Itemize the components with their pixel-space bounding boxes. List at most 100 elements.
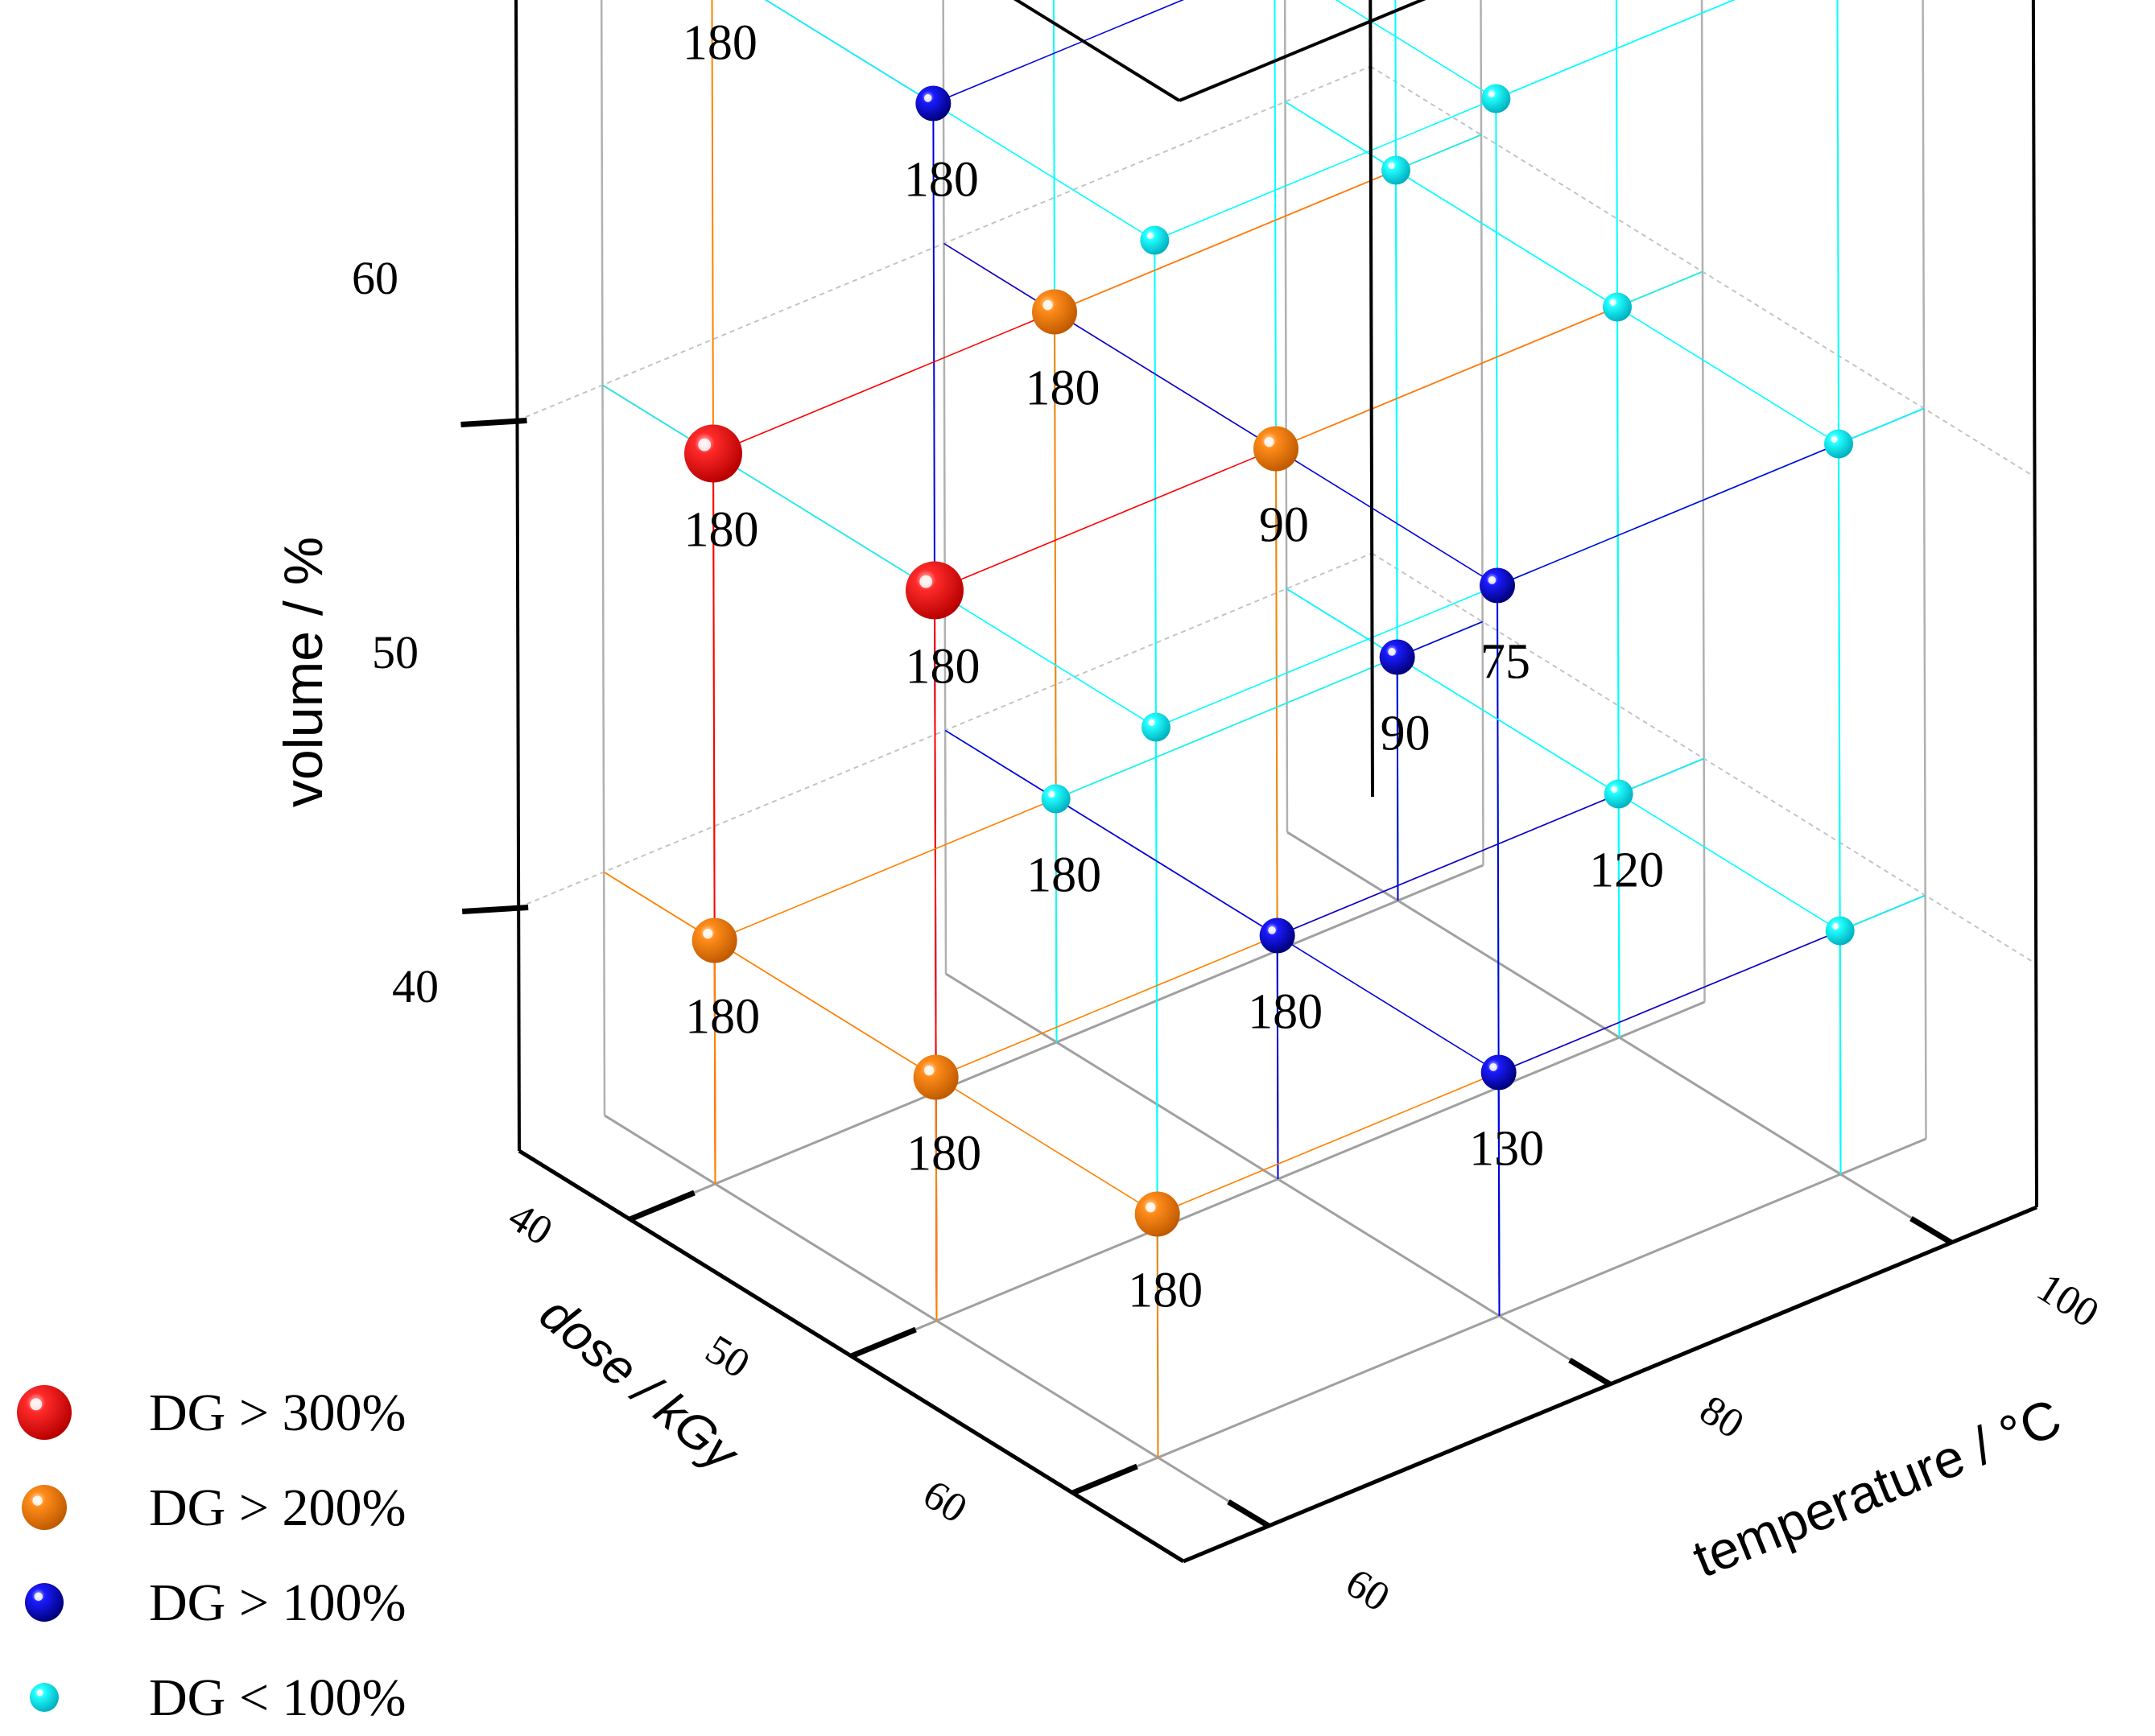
data-point-highlight — [923, 94, 932, 102]
data-point-gt200 — [1253, 426, 1298, 472]
data-point-highlight — [703, 928, 713, 939]
data-point-gt100 — [1379, 639, 1415, 675]
frame-edge-right-vertical — [2031, 0, 2038, 1208]
data-point-gt200 — [913, 1054, 959, 1100]
dose-tick-50: 50 — [698, 1326, 758, 1388]
temperature-tick-80: 80 — [1692, 1387, 1752, 1448]
drop-line-18 — [713, 940, 716, 1185]
data-point-lt100 — [1381, 155, 1410, 185]
point-label-19: 180 — [1026, 848, 1101, 903]
wall-grid-dose-40 — [1480, 0, 1484, 866]
point-label-25: 130 — [1469, 1122, 1544, 1177]
connector-temp-14 — [1616, 270, 1703, 308]
legend-marker-gt300 — [17, 1385, 72, 1440]
data-point-gt100 — [1259, 917, 1295, 954]
legend-label-gt200: DG > 200% — [149, 1478, 407, 1537]
point-label-9: 180 — [684, 503, 759, 558]
connector-temp-17 — [1838, 407, 1925, 445]
wall-grid-temp-100 — [1283, 0, 1289, 833]
temperature-tick-mark-100 — [1909, 1215, 1953, 1246]
data-point-lt100 — [1604, 779, 1633, 809]
connector-lines — [602, 0, 1926, 1215]
drop-line-23 — [1617, 794, 1620, 1038]
dose-tick-60: 60 — [915, 1471, 975, 1532]
data-point-lt100 — [1603, 292, 1632, 322]
connector-dose-25 — [944, 729, 1500, 1074]
point-label-0: 180 — [683, 16, 758, 71]
connector-dose-17 — [1285, 101, 1839, 445]
temperature-tick-mark-60 — [1227, 1499, 1270, 1529]
legend-marker-gt100 — [25, 1583, 64, 1622]
legend-marker-highlight — [32, 1495, 43, 1506]
data-point-gt300 — [906, 561, 964, 620]
drop-line-20 — [1396, 657, 1399, 901]
data-point-highlight — [1831, 436, 1838, 443]
frame-edge-top-front-right — [1179, 0, 1426, 102]
dose-tick-40: 40 — [501, 1194, 560, 1255]
drop-line-25 — [1497, 1072, 1501, 1317]
legend-marker-highlight — [34, 1592, 43, 1602]
volume-tick-mark-50 — [460, 418, 527, 427]
drop-line-21 — [935, 1077, 938, 1322]
data-point-highlight — [1388, 648, 1396, 656]
point-label-24: 180 — [1128, 1264, 1203, 1318]
data-point-highlight — [1042, 299, 1053, 311]
volume-tick-50: 50 — [372, 626, 419, 678]
temperature-axis: 60 80 100 temperature / °C — [1338, 1264, 2107, 1621]
point-label-13: 90 — [1259, 498, 1309, 553]
legend-marker-highlight — [30, 1398, 43, 1411]
connector-temp-11 — [1395, 134, 1482, 171]
frame-edge-back-vertical — [1369, 0, 1374, 798]
data-point-lt100 — [1481, 84, 1511, 113]
data-point-highlight — [924, 1065, 935, 1076]
wall-grid-temp-80 — [942, 0, 947, 975]
data-point-highlight — [1832, 923, 1839, 930]
connector-dose-6 — [764, 0, 1155, 241]
data-point-highlight — [1146, 233, 1154, 240]
point-label-3: 180 — [904, 153, 979, 208]
legend-label-lt100: DG < 100% — [149, 1668, 407, 1727]
temperature-tick-100: 100 — [2029, 1264, 2107, 1337]
point-label-16: 75 — [1480, 635, 1530, 690]
data-point-highlight — [1488, 576, 1497, 584]
temperature-tick-60: 60 — [1338, 1560, 1397, 1621]
data-point-highlight — [1388, 163, 1395, 170]
connector-temp-6 — [1154, 0, 1736, 241]
legend: DG > 300% DG > 200% DG > 100% DG < 100% — [17, 1383, 407, 1727]
data-point-lt100 — [1141, 712, 1170, 742]
point-labels: 180 180 180 180 180 180 90 75 180 180 90 180 180 120 1… — [683, 16, 1664, 1318]
volume-axis-title: volume / % — [273, 537, 334, 807]
point-label-20: 90 — [1381, 707, 1430, 761]
volume-tick-40: 40 — [392, 960, 439, 1012]
dose-tick-mark-50 — [850, 1326, 917, 1359]
point-label-18: 180 — [685, 990, 760, 1045]
drop-line-19 — [1055, 798, 1058, 1043]
connector-temp-26 — [1839, 894, 1926, 932]
data-point-highlight — [1489, 1063, 1497, 1071]
data-point-highlight — [919, 575, 933, 588]
dose-tick-mark-60 — [1071, 1463, 1138, 1496]
frame-edge-left-vertical — [514, 0, 521, 1152]
legend-label-gt100: DG > 100% — [149, 1573, 407, 1632]
connector-dose-26 — [1286, 588, 1841, 932]
connector-dose-7 — [1335, 0, 1497, 100]
dose-tick-mark-40 — [629, 1190, 696, 1223]
connector-temp-7 — [1496, 0, 1736, 100]
connector-temp-3 — [933, 0, 1184, 105]
data-point-highlight — [1148, 720, 1155, 727]
connector-dose-3 — [764, 0, 934, 105]
point-label-10: 180 — [1026, 361, 1100, 416]
point-label-22: 180 — [1248, 985, 1323, 1040]
point-label-12: 180 — [906, 640, 980, 695]
volume-axis: 40 50 60 volume / % — [273, 252, 439, 1012]
dose-axis: 40 50 60 dose / kGy — [501, 1194, 975, 1532]
data-point-gt200 — [1134, 1191, 1180, 1237]
data-point-highlight — [1264, 436, 1274, 447]
drop-line-26 — [1839, 930, 1842, 1175]
data-point-highlight — [1268, 926, 1276, 934]
wall-grid-temp-60 — [600, 0, 606, 1116]
data-point-gt200 — [691, 917, 737, 963]
data-point-highlight — [1611, 786, 1618, 794]
data-point-lt100 — [1825, 916, 1855, 946]
